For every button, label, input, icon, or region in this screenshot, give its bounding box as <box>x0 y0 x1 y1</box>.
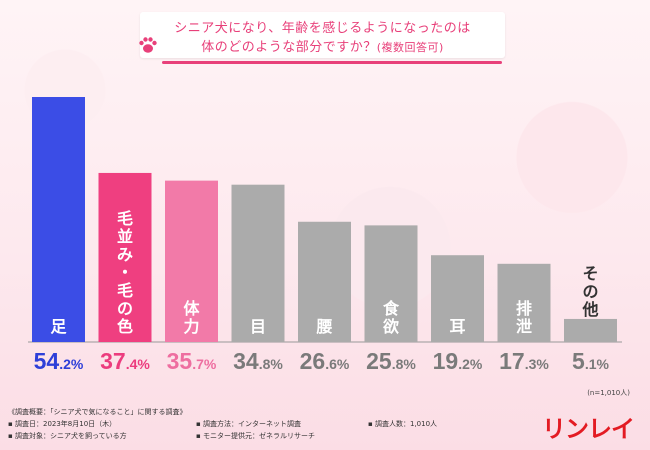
value-label-6: 19.2% <box>433 348 483 374</box>
value-label-7: 17.3% <box>499 348 549 374</box>
bar-4 <box>298 221 351 342</box>
value-label-0: 54.2% <box>34 348 84 374</box>
value-label-3: 34.8% <box>233 348 283 374</box>
footer-survey-method: ▪ 調査方法：インターネット調査 <box>196 420 301 428</box>
value-label-2: 35.7% <box>167 348 217 374</box>
value-label-4: 26.6% <box>300 348 350 374</box>
bar-7 <box>497 263 551 342</box>
paw-icon <box>139 37 157 53</box>
category-label-7: 排泄 <box>516 299 532 336</box>
bar-1 <box>98 172 152 342</box>
bar-0 <box>32 97 85 342</box>
footer-survey-heading: 《調査概要：「シニア犬で気になること」に関する調査》 <box>8 408 187 416</box>
footer-monitor-provider: ▪ モニター提供元：ゼネラルリサーチ <box>196 432 315 440</box>
value-label-5: 25.8% <box>366 348 416 374</box>
value-label-8: 5.1% <box>572 348 609 374</box>
bar-3 <box>231 184 285 342</box>
title-box: シニア犬になり、年齢を感じるようになったのは 体のどのような部分ですか？(複数回… <box>140 12 505 58</box>
category-label-5: 食欲 <box>382 299 400 336</box>
footer-survey-count: ▪ 調査人数：1,010人 <box>368 420 438 428</box>
chart-title-line-1: シニア犬になり、年齢を感じるようになったのは <box>174 21 471 36</box>
footer-survey-target: ▪ 調査対象：シニア犬を飼っている方 <box>8 432 127 440</box>
category-label-4: 腰 <box>316 317 332 336</box>
category-label-0: 足 <box>50 317 67 336</box>
category-label-3: 目 <box>250 317 266 336</box>
sample-size-note: (n=1,010人) <box>587 389 630 397</box>
category-label-8: その他 <box>581 264 598 319</box>
category-label-2: 体力 <box>183 299 200 336</box>
chart-title-line-2: 体のどのような部分ですか？(複数回答可) <box>140 36 505 55</box>
bar-2 <box>165 180 218 342</box>
category-label-6: 耳 <box>449 317 465 336</box>
title-underline <box>162 61 502 64</box>
category-label-1: 毛並み・毛の色 <box>117 209 133 336</box>
brand-logo: リンレイ <box>542 415 635 443</box>
bar-5 <box>364 225 418 342</box>
value-label-1: 37.4% <box>100 348 150 374</box>
bar-8 <box>564 318 617 342</box>
footer-survey-date: ▪ 調査日：2023年8月10日（木） <box>8 420 117 428</box>
bar-6 <box>431 255 484 342</box>
chart-title-note: (複数回答可) <box>376 41 444 54</box>
chart-title-line-2-main: 体のどのような部分ですか？ <box>201 40 377 55</box>
